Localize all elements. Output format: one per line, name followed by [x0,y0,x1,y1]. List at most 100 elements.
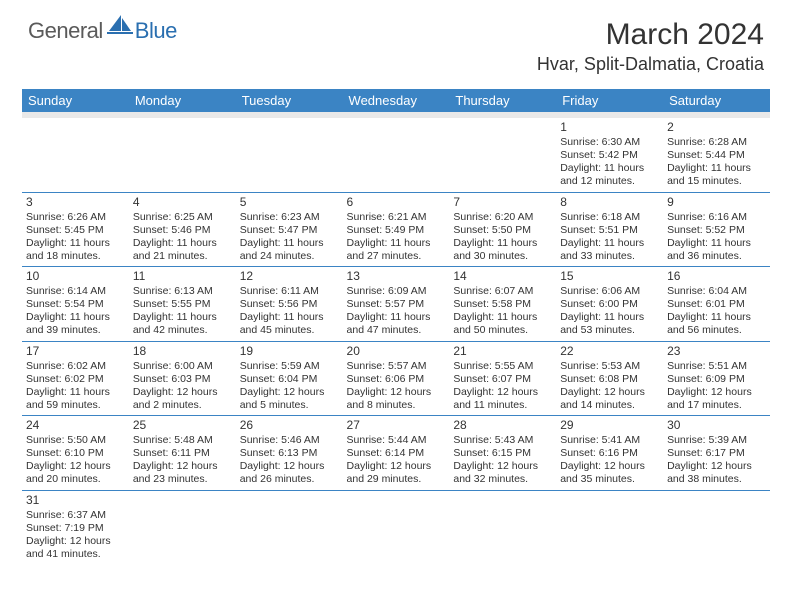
weekday-header: Thursday [449,89,556,112]
sunrise-text: Sunrise: 5:57 AM [347,360,446,373]
daylight-text: and 8 minutes. [347,399,446,412]
day-number: 12 [240,269,339,284]
daylight-text: and 42 minutes. [133,324,232,337]
daylight-text: Daylight: 11 hours [667,311,766,324]
daylight-text: Daylight: 12 hours [26,460,125,473]
calendar-day-cell: 10Sunrise: 6:14 AMSunset: 5:54 PMDayligh… [22,267,129,342]
calendar-day-cell: 2Sunrise: 6:28 AMSunset: 5:44 PMDaylight… [663,118,770,192]
calendar-day-cell: 26Sunrise: 5:46 AMSunset: 6:13 PMDayligh… [236,416,343,491]
sunrise-text: Sunrise: 6:14 AM [26,285,125,298]
daylight-text: and 45 minutes. [240,324,339,337]
calendar-day-cell: 19Sunrise: 5:59 AMSunset: 6:04 PMDayligh… [236,341,343,416]
day-number: 8 [560,195,659,210]
calendar-empty-cell [663,490,770,564]
sunrise-text: Sunrise: 5:51 AM [667,360,766,373]
daylight-text: and 17 minutes. [667,399,766,412]
weekday-header: Wednesday [343,89,450,112]
day-number: 25 [133,418,232,433]
day-number: 2 [667,120,766,135]
calendar-empty-cell [236,490,343,564]
daylight-text: Daylight: 11 hours [667,162,766,175]
daylight-text: Daylight: 11 hours [26,237,125,250]
calendar-table: Sunday Monday Tuesday Wednesday Thursday… [22,89,770,564]
daylight-text: Daylight: 11 hours [26,386,125,399]
day-number: 26 [240,418,339,433]
calendar-empty-cell [22,118,129,192]
sunrise-text: Sunrise: 6:18 AM [560,211,659,224]
sunrise-text: Sunrise: 5:44 AM [347,434,446,447]
calendar-day-cell: 4Sunrise: 6:25 AMSunset: 5:46 PMDaylight… [129,192,236,267]
daylight-text: and 18 minutes. [26,250,125,263]
day-number: 6 [347,195,446,210]
day-number: 7 [453,195,552,210]
day-number: 23 [667,344,766,359]
day-number: 1 [560,120,659,135]
sunset-text: Sunset: 6:17 PM [667,447,766,460]
day-number: 10 [26,269,125,284]
calendar-day-cell: 17Sunrise: 6:02 AMSunset: 6:02 PMDayligh… [22,341,129,416]
daylight-text: Daylight: 12 hours [667,460,766,473]
sunrise-text: Sunrise: 6:09 AM [347,285,446,298]
calendar-week-row: 3Sunrise: 6:26 AMSunset: 5:45 PMDaylight… [22,192,770,267]
day-number: 30 [667,418,766,433]
daylight-text: Daylight: 11 hours [133,237,232,250]
daylight-text: Daylight: 11 hours [560,311,659,324]
calendar-week-row: 31Sunrise: 6:37 AMSunset: 7:19 PMDayligh… [22,490,770,564]
location: Hvar, Split-Dalmatia, Croatia [537,54,764,75]
sunset-text: Sunset: 5:44 PM [667,149,766,162]
calendar-day-cell: 30Sunrise: 5:39 AMSunset: 6:17 PMDayligh… [663,416,770,491]
daylight-text: Daylight: 11 hours [453,237,552,250]
sunset-text: Sunset: 5:50 PM [453,224,552,237]
calendar-day-cell: 27Sunrise: 5:44 AMSunset: 6:14 PMDayligh… [343,416,450,491]
daylight-text: and 24 minutes. [240,250,339,263]
calendar-day-cell: 8Sunrise: 6:18 AMSunset: 5:51 PMDaylight… [556,192,663,267]
title-block: March 2024 Hvar, Split-Dalmatia, Croatia [537,18,764,75]
calendar-day-cell: 12Sunrise: 6:11 AMSunset: 5:56 PMDayligh… [236,267,343,342]
daylight-text: and 21 minutes. [133,250,232,263]
calendar-day-cell: 9Sunrise: 6:16 AMSunset: 5:52 PMDaylight… [663,192,770,267]
day-number: 20 [347,344,446,359]
sunset-text: Sunset: 5:47 PM [240,224,339,237]
daylight-text: and 56 minutes. [667,324,766,337]
daylight-text: and 12 minutes. [560,175,659,188]
sunset-text: Sunset: 6:13 PM [240,447,339,460]
sunrise-text: Sunrise: 6:28 AM [667,136,766,149]
weekday-header-row: Sunday Monday Tuesday Wednesday Thursday… [22,89,770,112]
sunset-text: Sunset: 5:52 PM [667,224,766,237]
calendar-day-cell: 28Sunrise: 5:43 AMSunset: 6:15 PMDayligh… [449,416,556,491]
sunrise-text: Sunrise: 6:25 AM [133,211,232,224]
sunrise-text: Sunrise: 6:37 AM [26,509,125,522]
sunrise-text: Sunrise: 6:07 AM [453,285,552,298]
daylight-text: Daylight: 12 hours [26,535,125,548]
sunset-text: Sunset: 6:07 PM [453,373,552,386]
daylight-text: and 47 minutes. [347,324,446,337]
daylight-text: Daylight: 12 hours [560,386,659,399]
weekday-header: Monday [129,89,236,112]
sunset-text: Sunset: 6:14 PM [347,447,446,460]
daylight-text: Daylight: 12 hours [133,460,232,473]
daylight-text: Daylight: 12 hours [667,386,766,399]
logo-text-blue: Blue [135,18,177,44]
calendar-day-cell: 3Sunrise: 6:26 AMSunset: 5:45 PMDaylight… [22,192,129,267]
sunset-text: Sunset: 6:16 PM [560,447,659,460]
daylight-text: and 33 minutes. [560,250,659,263]
daylight-text: Daylight: 12 hours [453,460,552,473]
sunset-text: Sunset: 5:45 PM [26,224,125,237]
calendar-week-row: 1Sunrise: 6:30 AMSunset: 5:42 PMDaylight… [22,118,770,192]
daylight-text: Daylight: 12 hours [133,386,232,399]
weekday-header: Friday [556,89,663,112]
daylight-text: and 27 minutes. [347,250,446,263]
calendar-day-cell: 1Sunrise: 6:30 AMSunset: 5:42 PMDaylight… [556,118,663,192]
daylight-text: and 23 minutes. [133,473,232,486]
sunset-text: Sunset: 7:19 PM [26,522,125,535]
sunset-text: Sunset: 5:51 PM [560,224,659,237]
day-number: 28 [453,418,552,433]
daylight-text: and 14 minutes. [560,399,659,412]
day-number: 14 [453,269,552,284]
calendar-day-cell: 22Sunrise: 5:53 AMSunset: 6:08 PMDayligh… [556,341,663,416]
day-number: 29 [560,418,659,433]
calendar-day-cell: 31Sunrise: 6:37 AMSunset: 7:19 PMDayligh… [22,490,129,564]
day-number: 9 [667,195,766,210]
sunrise-text: Sunrise: 5:59 AM [240,360,339,373]
calendar-week-row: 10Sunrise: 6:14 AMSunset: 5:54 PMDayligh… [22,267,770,342]
